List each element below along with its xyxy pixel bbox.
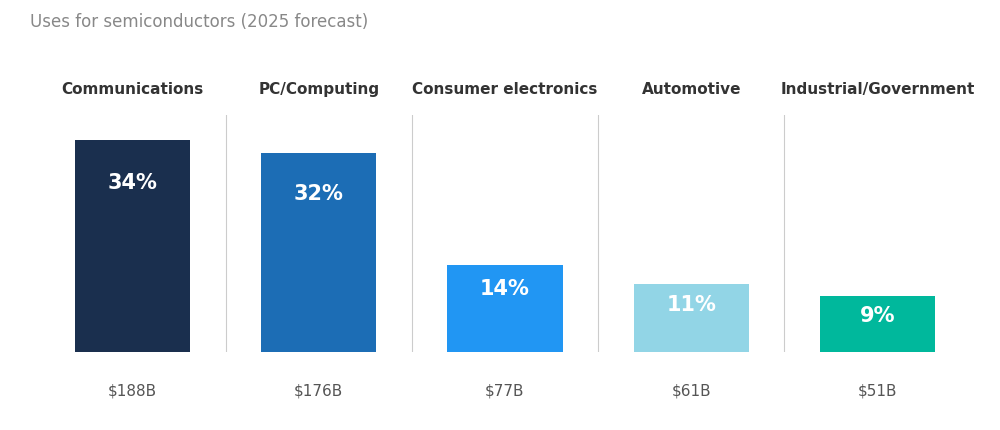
Text: 11%: 11% <box>666 295 716 314</box>
Text: $188B: $188B <box>108 383 157 398</box>
Text: 9%: 9% <box>860 305 895 325</box>
Bar <box>820 297 935 353</box>
Text: 14%: 14% <box>480 279 530 298</box>
Text: Industrial/Government: Industrial/Government <box>780 82 975 97</box>
Bar <box>447 265 563 353</box>
Text: $176B: $176B <box>294 383 343 398</box>
Bar <box>75 141 190 353</box>
Text: Communications: Communications <box>61 82 204 97</box>
Text: Automotive: Automotive <box>642 82 741 97</box>
Bar <box>634 284 749 353</box>
Text: PC/Computing: PC/Computing <box>258 82 379 97</box>
Bar <box>261 154 376 353</box>
Text: $77B: $77B <box>485 383 525 398</box>
Text: $51B: $51B <box>858 383 897 398</box>
Text: Consumer electronics: Consumer electronics <box>412 82 598 97</box>
Text: 32%: 32% <box>294 183 344 203</box>
Text: $61B: $61B <box>671 383 711 398</box>
Text: 34%: 34% <box>108 173 157 193</box>
Text: Uses for semiconductors (2025 forecast): Uses for semiconductors (2025 forecast) <box>30 13 368 31</box>
